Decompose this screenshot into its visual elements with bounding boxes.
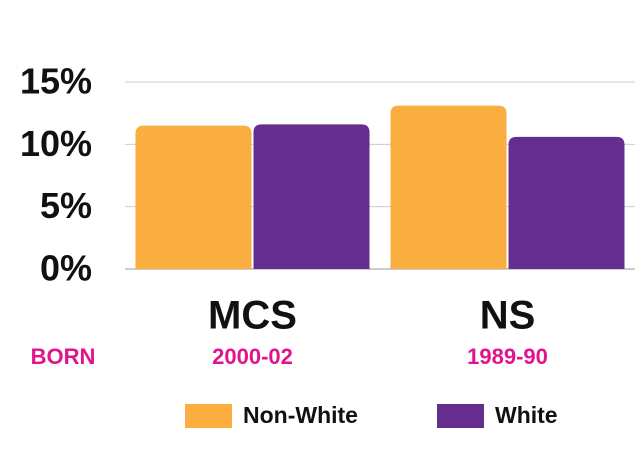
x-sublabel: 1989-90 bbox=[467, 344, 548, 369]
bar bbox=[135, 125, 252, 269]
y-tick-label: 5% bbox=[40, 185, 92, 226]
bar bbox=[508, 136, 625, 269]
x-tick-label: NS bbox=[480, 294, 536, 338]
y-tick-label: 0% bbox=[40, 248, 92, 289]
x-tick-label: MCS bbox=[208, 294, 297, 338]
bar bbox=[253, 124, 370, 270]
sublabel-title: BORN bbox=[31, 344, 96, 369]
legend-label: White bbox=[495, 402, 558, 428]
legend-swatch bbox=[437, 404, 484, 428]
x-sublabel: 2000-02 bbox=[212, 344, 293, 369]
bar bbox=[390, 105, 507, 269]
legend-swatch bbox=[185, 404, 232, 428]
y-tick-label: 15% bbox=[20, 61, 92, 102]
legend-label: Non-White bbox=[243, 402, 358, 428]
y-tick-label: 10% bbox=[20, 123, 92, 164]
